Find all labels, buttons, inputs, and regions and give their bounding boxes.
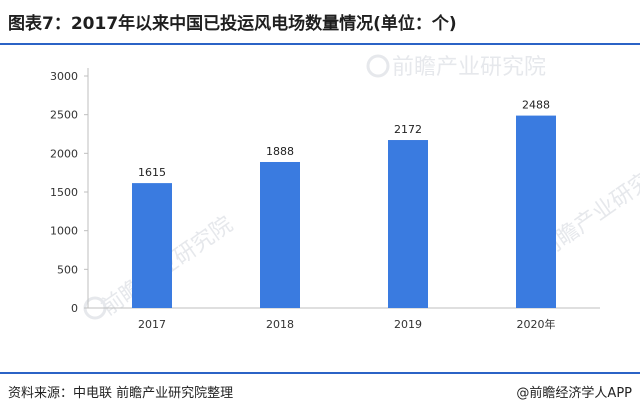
bar-value-label: 2172 xyxy=(394,123,422,136)
y-tick-label: 1500 xyxy=(50,186,78,199)
y-tick-label: 2000 xyxy=(50,147,78,160)
bar xyxy=(388,140,428,308)
y-tick-label: 1000 xyxy=(50,225,78,238)
y-tick-label: 500 xyxy=(57,263,78,276)
bar xyxy=(516,115,556,308)
x-tick-label: 2020年 xyxy=(517,317,556,331)
bar-value-label: 2488 xyxy=(522,99,550,112)
x-tick-label: 2018 xyxy=(266,318,294,331)
header-rule xyxy=(0,43,640,45)
bar xyxy=(132,183,172,308)
footer-rule xyxy=(0,372,640,374)
y-tick-label: 0 xyxy=(71,302,78,315)
brand-credit: @前瞻经济学人APP xyxy=(516,386,632,401)
bar-chart: 前瞻产业研究院 前瞻产业研究院 前瞻产业研究院 0500100015002000… xyxy=(50,54,640,331)
x-tick-label: 2017 xyxy=(138,318,166,331)
bar-value-label: 1888 xyxy=(266,145,294,158)
bar xyxy=(260,161,300,308)
source-note: 资料来源：中电联 前瞻产业研究院整理 xyxy=(8,386,234,401)
y-tick-label: 3000 xyxy=(50,70,78,83)
bars-group: 1615 2017 1888 2018 2172 2019 2488 2020年 xyxy=(132,99,556,331)
chart-title: 图表7：2017年以来中国已投运风电场数量情况(单位：个) xyxy=(8,14,457,34)
x-tick-label: 2019 xyxy=(394,318,422,331)
axis-group: 0 500 1000 1500 2000 2500 3000 xyxy=(50,68,600,315)
y-tick-label: 2500 xyxy=(50,109,78,122)
watermark-text-top: 前瞻产业研究院 xyxy=(392,55,546,80)
bar-value-label: 1615 xyxy=(138,166,166,179)
